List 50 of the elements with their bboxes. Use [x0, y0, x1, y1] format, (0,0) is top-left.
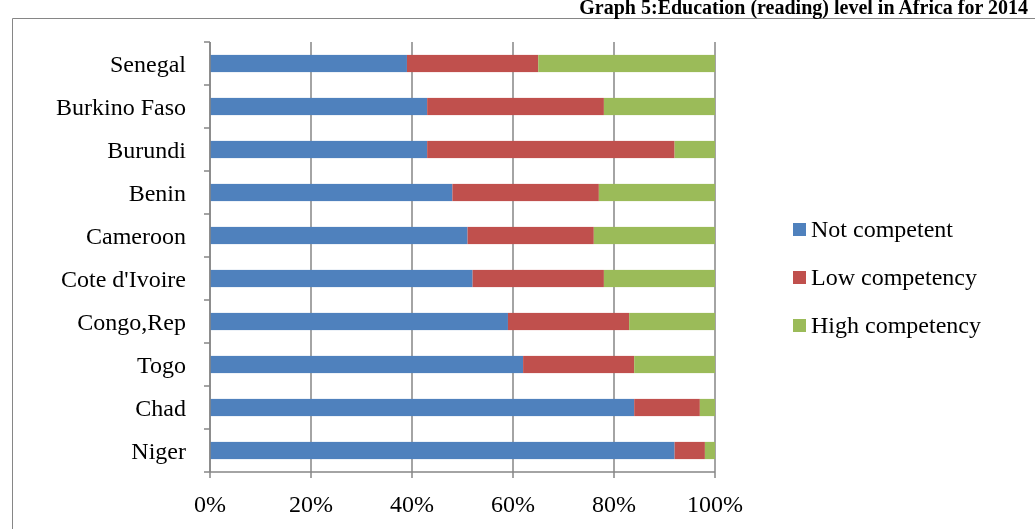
bar: [406, 54, 539, 73]
bar: [210, 269, 473, 288]
y-tick-label: Cote d'Ivoire: [61, 265, 186, 292]
bar: [593, 226, 715, 245]
y-tick-label: Senegal: [110, 50, 187, 77]
legend-label: High competency: [811, 312, 981, 338]
x-tick-label: 100%: [687, 491, 743, 517]
y-tick-label: Burundi: [107, 136, 187, 163]
text: Graph 5:Education (reading) level in Africa for 2014: [579, 0, 1028, 19]
bar: [699, 398, 715, 417]
bar: [538, 54, 715, 73]
bar: [427, 140, 675, 159]
bar: [467, 226, 594, 245]
y-tick-label: Benin: [128, 179, 186, 206]
y-tick-label: Niger: [131, 437, 186, 464]
bar: [210, 97, 428, 116]
x-tick-label: 40%: [390, 491, 434, 517]
bar: [210, 441, 675, 460]
x-tick-label: 60%: [491, 491, 535, 517]
bar: [674, 140, 715, 159]
y-tick-label: Burkino Faso: [55, 93, 186, 120]
bar: [634, 398, 700, 417]
legend-label: Not competent: [811, 216, 954, 242]
bar: [634, 355, 715, 374]
bar: [507, 312, 630, 331]
bar: [472, 269, 604, 288]
bar: [210, 140, 428, 159]
bar: [210, 54, 407, 73]
x-tick-label: 20%: [289, 491, 333, 517]
bar: [704, 441, 715, 460]
y-tick-label: Togo: [137, 351, 186, 378]
bar: [427, 97, 604, 116]
bar: [674, 441, 705, 460]
bar: [603, 269, 715, 288]
legend-label: Low competency: [811, 264, 977, 290]
bar: [598, 183, 715, 202]
bar: [210, 226, 468, 245]
bar: [629, 312, 715, 331]
x-tick-label: 0%: [194, 491, 226, 517]
x-tick-label: 80%: [592, 491, 636, 517]
bar: [452, 183, 599, 202]
bar: [523, 355, 635, 374]
bar: [210, 183, 453, 202]
y-tick-label: Chad: [135, 394, 186, 421]
bar: [603, 97, 715, 116]
y-tick-label: Cameroon: [86, 222, 186, 249]
bar: [210, 312, 508, 331]
y-tick-label: Congo,Rep: [77, 308, 186, 335]
bar: [210, 398, 635, 417]
bar: [210, 355, 524, 374]
